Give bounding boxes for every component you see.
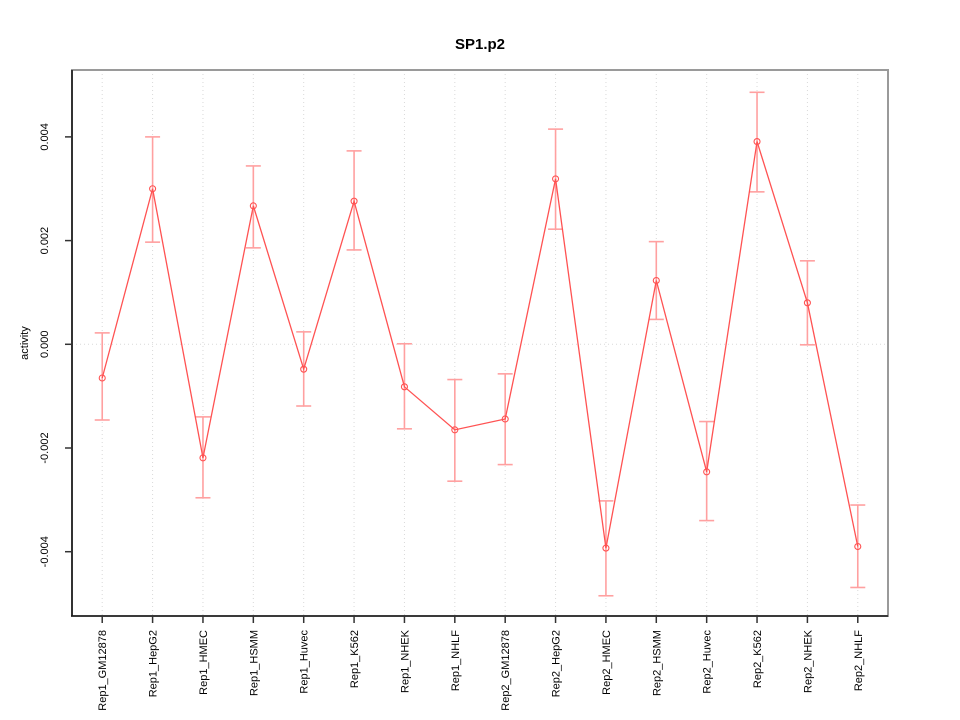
y-tick-label: 0.002	[39, 227, 51, 255]
y-tick-label: -0.004	[39, 536, 51, 567]
x-tick-label: Rep2_NHLF	[853, 630, 865, 691]
data-point	[854, 542, 862, 551]
chart-title: SP1.p2	[454, 36, 506, 53]
data-point	[753, 138, 761, 146]
data-point	[602, 544, 610, 552]
x-tick-label: Rep2_HSMM	[651, 630, 663, 696]
x-tick-label: Rep1_Huvec	[299, 630, 311, 694]
x-tick-label: Rep1_NHEK	[399, 629, 411, 693]
data-point	[703, 468, 711, 476]
x-tick-label: Rep1_HepG2	[148, 630, 160, 697]
data-point	[501, 415, 509, 423]
y-tick-label: 0.004	[39, 123, 51, 151]
data-point	[652, 276, 660, 285]
x-tick-label: Rep2_HMEC	[601, 630, 613, 695]
x-tick-label: Rep1_NHLF	[450, 630, 462, 691]
series-polyline	[101, 141, 859, 549]
y-tick-label: -0.002	[39, 432, 51, 463]
x-axis: Rep1_GM12878 Rep1_HepG2 Rep1_HMEC Rep1_HSMM…	[97, 616, 865, 711]
data-point	[98, 374, 106, 382]
data-point	[350, 197, 358, 205]
y-axis: -0.004 -0.002 0.000 0.002 0.004	[39, 123, 72, 567]
data-point	[199, 454, 207, 462]
plot-box	[71, 69, 889, 617]
data-point	[249, 202, 257, 210]
plot-frame	[71, 69, 889, 617]
data-series-line	[101, 141, 859, 549]
y-tick-label: 0.000	[39, 331, 51, 359]
data-point	[803, 299, 811, 307]
x-tick-label: Rep1_GM12878	[97, 630, 109, 711]
x-tick-label: Rep1_HSMM	[248, 630, 260, 696]
x-tick-label: Rep1_HMEC	[198, 630, 210, 695]
data-point	[400, 383, 408, 391]
x-tick-label: Rep2_K562	[752, 630, 764, 688]
data-point	[300, 365, 308, 373]
y-axis-title: activity	[19, 326, 31, 360]
x-tick-label: Rep1_K562	[349, 630, 361, 688]
x-tick-label: Rep2_GM12878	[500, 630, 512, 711]
data-points	[98, 138, 862, 552]
gridlines	[72, 70, 888, 616]
data-point	[451, 426, 459, 434]
data-point	[552, 175, 560, 183]
x-tick-label: Rep2_Huvec	[702, 630, 714, 694]
x-tick-label: Rep2_NHEK	[802, 629, 814, 693]
data-point	[149, 185, 157, 193]
x-tick-label: Rep2_HepG2	[551, 630, 563, 697]
